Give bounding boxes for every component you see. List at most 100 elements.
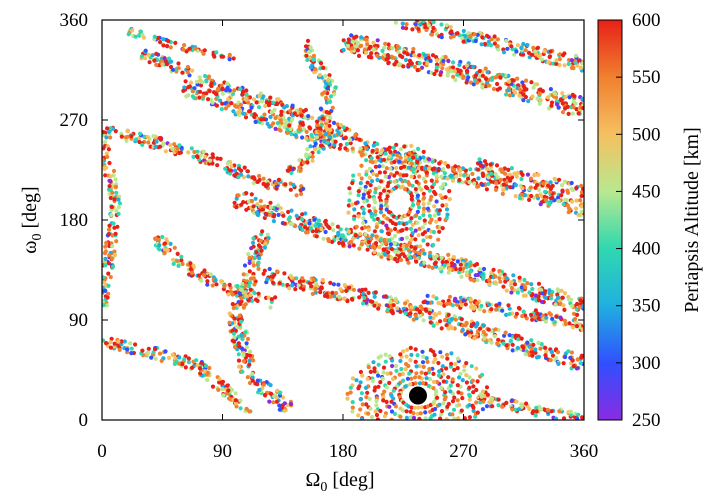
data-point [430,159,435,164]
data-point [166,38,171,44]
data-point [150,53,155,58]
data-point [476,167,481,172]
data-point [201,149,206,154]
data-point [244,345,249,350]
data-point [535,45,541,51]
data-point [526,99,531,104]
data-point [375,177,380,183]
data-point [256,243,261,248]
data-point [476,184,481,189]
data-point [426,23,431,28]
data-point [395,153,400,158]
data-point [208,158,213,163]
data-point [373,209,378,214]
data-point [108,340,113,345]
data-point [533,308,539,313]
data-point [576,111,581,116]
data-point [384,385,389,390]
data-point [511,273,516,278]
data-point [439,412,444,417]
data-point [449,361,454,366]
data-point [251,175,256,180]
data-point [436,237,441,242]
data-point [409,216,414,221]
data-point [527,290,532,295]
data-point [370,233,375,238]
data-point [566,61,571,67]
data-point [398,309,403,314]
data-point [227,57,232,62]
data-point [106,291,111,296]
data-point [484,404,490,409]
data-point [497,276,502,281]
data-point [570,64,575,69]
data-point [420,349,425,354]
data-point [544,315,549,320]
data-point [116,205,121,210]
data-point [457,62,462,67]
data-point [489,307,494,312]
data-point [302,127,307,132]
data-point [125,347,130,352]
data-point [301,287,306,292]
data-point [519,192,525,198]
data-point [139,54,144,59]
data-point [237,290,242,295]
data-point [398,352,403,357]
data-point [399,366,404,372]
data-point [398,155,403,160]
data-point [244,406,249,411]
data-point [413,246,418,251]
data-point [471,384,476,389]
data-point [290,283,295,288]
data-point [467,403,472,408]
data-point [453,362,458,367]
data-point [157,351,163,356]
data-point [437,217,442,222]
data-point [112,341,117,346]
data-point [547,311,552,316]
data-point [403,159,408,164]
data-point [534,405,539,410]
data-point [248,276,253,281]
data-point [351,287,356,292]
data-point [262,245,267,250]
data-point [250,378,255,383]
data-point [160,62,165,67]
data-point [500,308,505,313]
data-point [435,379,440,385]
data-point [385,307,390,313]
data-point [355,48,361,53]
data-point [574,107,579,112]
data-point [509,286,515,291]
data-point [386,254,391,259]
data-point [459,274,464,279]
data-point [126,32,131,37]
data-point [432,204,437,209]
data-point [249,298,255,303]
data-point [106,227,112,232]
data-point [365,247,370,252]
data-point [535,193,540,198]
data-point [432,189,437,195]
data-point [529,312,534,317]
data-point [415,220,420,225]
data-point [493,274,498,279]
data-point [234,324,239,329]
data-point [320,116,325,121]
data-point [308,45,313,50]
data-point [480,372,485,377]
data-point [494,303,499,308]
data-point [359,417,364,420]
data-point [515,345,521,351]
data-point [186,150,191,155]
data-point [312,217,317,222]
data-point [409,305,414,310]
data-point [146,350,151,355]
data-point [102,303,106,308]
data-point [261,382,266,387]
data-point [226,103,231,108]
data-point [490,77,495,82]
data-point [345,43,351,49]
